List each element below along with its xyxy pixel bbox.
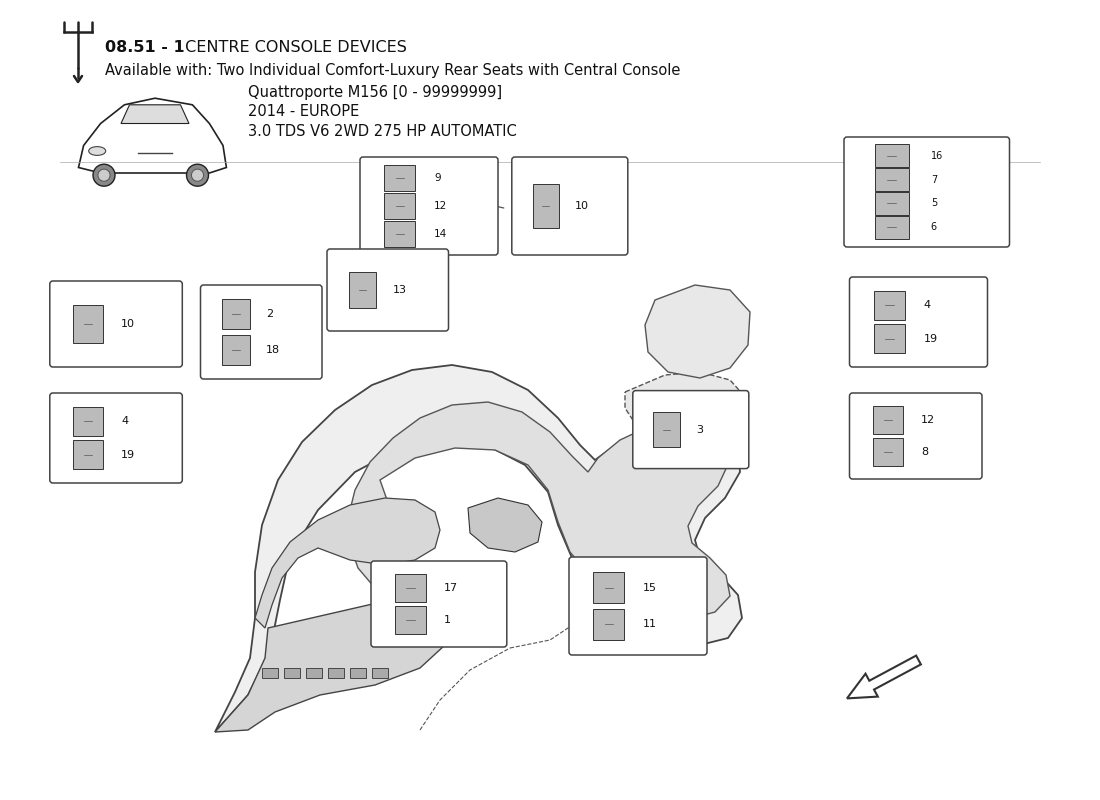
Text: 5: 5 <box>931 198 937 209</box>
FancyBboxPatch shape <box>384 221 416 246</box>
FancyArrow shape <box>847 655 921 698</box>
FancyBboxPatch shape <box>874 144 909 167</box>
FancyBboxPatch shape <box>653 413 680 446</box>
Text: 2: 2 <box>266 310 274 319</box>
FancyBboxPatch shape <box>50 281 183 367</box>
Text: 08.51 - 1: 08.51 - 1 <box>104 41 185 55</box>
FancyBboxPatch shape <box>50 393 183 483</box>
Bar <box>350 668 366 678</box>
Polygon shape <box>468 498 542 552</box>
FancyBboxPatch shape <box>593 609 625 640</box>
Text: 4: 4 <box>121 416 129 426</box>
Text: 3.0 TDS V6 2WD 275 HP AUTOMATIC: 3.0 TDS V6 2WD 275 HP AUTOMATIC <box>248 125 517 139</box>
Text: 19: 19 <box>924 334 937 344</box>
FancyBboxPatch shape <box>74 406 103 436</box>
FancyBboxPatch shape <box>873 406 903 434</box>
Polygon shape <box>348 402 730 620</box>
FancyBboxPatch shape <box>74 440 103 470</box>
Text: 2014 - EUROPE: 2014 - EUROPE <box>248 105 360 119</box>
FancyBboxPatch shape <box>512 157 628 255</box>
Bar <box>284 668 300 678</box>
Polygon shape <box>121 105 189 123</box>
FancyBboxPatch shape <box>593 572 625 603</box>
Circle shape <box>191 169 204 182</box>
Circle shape <box>187 164 209 186</box>
Text: 9: 9 <box>434 174 441 183</box>
Text: 17: 17 <box>444 583 458 593</box>
FancyBboxPatch shape <box>327 249 449 331</box>
FancyBboxPatch shape <box>632 390 749 469</box>
FancyBboxPatch shape <box>532 184 559 228</box>
Text: 16: 16 <box>931 150 943 161</box>
Text: 13: 13 <box>393 285 407 295</box>
Bar <box>328 668 344 678</box>
Text: 19: 19 <box>121 450 135 460</box>
Bar <box>306 668 322 678</box>
FancyBboxPatch shape <box>349 272 376 308</box>
FancyBboxPatch shape <box>569 557 707 655</box>
FancyBboxPatch shape <box>873 438 903 466</box>
Text: 15: 15 <box>644 582 657 593</box>
Circle shape <box>98 169 110 182</box>
Polygon shape <box>625 372 748 450</box>
Text: 1: 1 <box>444 615 451 625</box>
Text: 10: 10 <box>575 201 589 211</box>
Text: 8: 8 <box>921 447 928 457</box>
Polygon shape <box>214 600 450 732</box>
Text: 7: 7 <box>931 174 937 185</box>
Text: 3: 3 <box>696 425 703 434</box>
Text: 6: 6 <box>931 222 937 232</box>
FancyBboxPatch shape <box>844 137 1010 247</box>
FancyBboxPatch shape <box>200 285 322 379</box>
Text: Quattroporte M156 [0 - 99999999]: Quattroporte M156 [0 - 99999999] <box>248 85 502 99</box>
Text: 12: 12 <box>434 201 448 211</box>
FancyBboxPatch shape <box>222 334 250 365</box>
Text: 11: 11 <box>644 619 657 630</box>
Bar <box>262 668 278 678</box>
FancyBboxPatch shape <box>395 606 426 634</box>
FancyBboxPatch shape <box>874 168 909 191</box>
Text: 4: 4 <box>924 300 931 310</box>
FancyBboxPatch shape <box>384 193 416 219</box>
FancyBboxPatch shape <box>371 561 507 647</box>
Circle shape <box>94 164 115 186</box>
FancyBboxPatch shape <box>849 277 988 367</box>
Polygon shape <box>645 285 750 378</box>
FancyBboxPatch shape <box>384 166 416 191</box>
Polygon shape <box>255 498 440 628</box>
Text: 14: 14 <box>434 229 448 238</box>
Ellipse shape <box>89 146 106 155</box>
Text: CENTRE CONSOLE DEVICES: CENTRE CONSOLE DEVICES <box>180 41 407 55</box>
FancyBboxPatch shape <box>874 216 909 238</box>
FancyBboxPatch shape <box>395 574 426 602</box>
FancyBboxPatch shape <box>874 192 909 215</box>
FancyBboxPatch shape <box>74 305 103 343</box>
Polygon shape <box>214 365 742 732</box>
Text: 12: 12 <box>921 415 935 425</box>
Text: 18: 18 <box>266 345 280 354</box>
FancyBboxPatch shape <box>360 157 498 255</box>
Bar <box>372 668 388 678</box>
FancyBboxPatch shape <box>873 290 905 320</box>
FancyBboxPatch shape <box>873 324 905 354</box>
Text: 10: 10 <box>121 319 135 329</box>
Text: Available with: Two Individual Comfort-Luxury Rear Seats with Central Console: Available with: Two Individual Comfort-L… <box>104 62 681 78</box>
FancyBboxPatch shape <box>222 299 250 330</box>
FancyBboxPatch shape <box>849 393 982 479</box>
